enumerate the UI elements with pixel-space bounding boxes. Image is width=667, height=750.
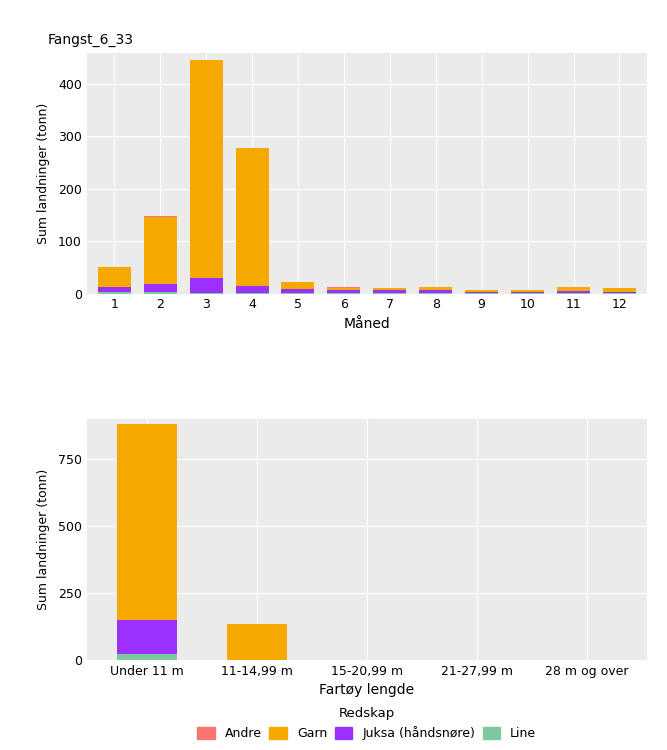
Bar [511,292,544,293]
Bar [557,291,590,293]
Bar [465,290,498,292]
Legend: Andre, Garn, Juksa (håndsnøre), Line: Andre, Garn, Juksa (håndsnøre), Line [197,706,536,740]
Bar [419,290,452,293]
Bar [189,278,223,292]
Bar [98,286,131,292]
Bar [235,286,269,293]
X-axis label: Måned: Måned [344,317,390,331]
Bar [117,654,177,660]
Bar [327,287,360,290]
Bar [189,292,223,293]
Bar [143,284,177,292]
Bar [281,289,315,293]
Bar [227,624,287,660]
Text: Fangst_6_33: Fangst_6_33 [47,33,133,47]
Bar [327,290,360,293]
Y-axis label: Sum landninger (tonn): Sum landninger (tonn) [37,469,49,610]
Bar [117,620,177,654]
Bar [603,292,636,293]
Bar [511,290,544,292]
Bar [143,292,177,293]
X-axis label: Fartøy lengde: Fartøy lengde [319,683,414,698]
Bar [98,267,131,286]
Bar [189,60,223,278]
Bar [235,148,269,286]
Bar [419,287,452,290]
Bar [603,288,636,292]
Bar [143,217,177,284]
Bar [281,282,315,289]
Bar [98,292,131,293]
Bar [374,288,406,290]
Bar [557,287,590,291]
Bar [117,424,177,620]
Y-axis label: Sum landninger (tonn): Sum landninger (tonn) [37,103,49,244]
Bar [465,292,498,293]
Bar [374,290,406,293]
